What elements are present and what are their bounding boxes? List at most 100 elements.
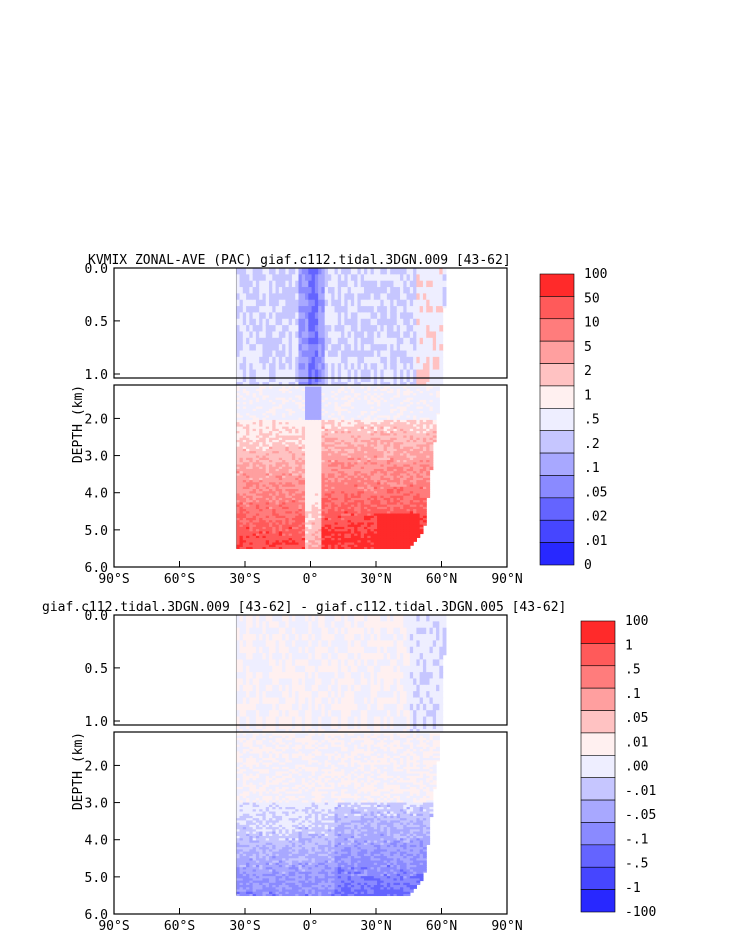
- field-cell: [318, 356, 323, 364]
- field-cell: [285, 504, 290, 508]
- field-cell: [305, 493, 309, 497]
- field-cell: [347, 480, 352, 483]
- field-cell: [367, 369, 372, 383]
- field-cell: [377, 399, 381, 403]
- field-cell: [341, 435, 345, 439]
- field-cell: [363, 268, 368, 275]
- field-cell: [370, 520, 375, 524]
- field-cell: [373, 453, 378, 457]
- field-cell: [377, 511, 381, 515]
- field-cell: [252, 422, 257, 425]
- field-cell: [272, 529, 277, 532]
- field-cell: [331, 544, 336, 548]
- field-cell: [311, 482, 316, 486]
- field-cell: [354, 428, 359, 432]
- field-cell: [295, 299, 300, 307]
- field-cell: [331, 287, 336, 294]
- field-cell: [282, 546, 286, 550]
- field-cell: [285, 529, 290, 532]
- field-cell: [242, 475, 247, 479]
- field-cell: [324, 415, 329, 419]
- field-cell: [262, 511, 267, 515]
- field-cell: [367, 268, 372, 275]
- field-cell: [331, 446, 336, 450]
- field-cell: [269, 402, 273, 405]
- field-cell: [327, 312, 332, 320]
- field-cell: [259, 417, 264, 421]
- field-cell: [269, 448, 273, 452]
- field-cell: [288, 274, 293, 282]
- field-cell: [350, 419, 355, 423]
- field-cell: [295, 484, 300, 488]
- field-cell: [311, 500, 316, 503]
- field-cell: [321, 388, 326, 392]
- field-cell: [311, 363, 316, 371]
- field-cell: [314, 457, 319, 461]
- field-cell: [344, 337, 349, 345]
- field-cell: [321, 419, 326, 423]
- field-cell: [367, 439, 372, 443]
- field-cell: [321, 402, 326, 405]
- field-cell: [239, 540, 244, 544]
- field-cell: [242, 504, 247, 508]
- field-cell: [298, 533, 303, 537]
- field-cell: [262, 462, 267, 466]
- field-cell: [291, 369, 296, 383]
- field-cell: [298, 363, 303, 371]
- field-cell: [377, 493, 381, 497]
- field-cell: [252, 406, 257, 410]
- field-cell: [265, 363, 270, 371]
- field-cell: [298, 460, 303, 463]
- field-cell: [344, 413, 349, 417]
- field-cell: [324, 280, 329, 288]
- field-cell: [334, 544, 339, 548]
- field-cell: [347, 535, 352, 539]
- field-cell: [354, 462, 359, 466]
- field-cell: [239, 511, 244, 515]
- field-cell: [305, 515, 309, 519]
- field-cell: [295, 473, 300, 477]
- field-cell: [295, 444, 300, 448]
- field-cell: [262, 350, 267, 358]
- field-cell: [295, 442, 300, 446]
- field-cell: [282, 540, 286, 544]
- field-cell: [311, 457, 316, 461]
- field-cell: [318, 448, 323, 452]
- field-cell: [334, 399, 339, 403]
- field-cell: [239, 388, 244, 392]
- field-cell: [321, 344, 326, 352]
- field-cell: [295, 451, 300, 454]
- field-cell: [252, 408, 257, 412]
- field-cell: [324, 473, 329, 477]
- field-cell: [249, 411, 254, 414]
- field-cell: [360, 546, 365, 550]
- field-cell: [324, 500, 329, 503]
- field-cell: [334, 411, 339, 414]
- field-cell: [337, 471, 342, 474]
- field-cell: [272, 293, 277, 301]
- field-cell: [255, 386, 260, 390]
- field-cell: [314, 408, 319, 412]
- field-cell: [301, 544, 306, 548]
- field-cell: [347, 453, 352, 457]
- field-cell: [298, 325, 303, 333]
- field-cell: [321, 484, 326, 488]
- field-cell: [367, 544, 372, 548]
- field-cell: [255, 306, 260, 314]
- field-cell: [350, 363, 355, 371]
- field-cell: [265, 426, 270, 430]
- field-cell: [354, 513, 359, 517]
- field-cell: [246, 531, 250, 535]
- field-cell: [337, 369, 342, 383]
- field-cell: [331, 513, 336, 517]
- field-cell: [321, 442, 326, 446]
- field-cell: [272, 455, 277, 459]
- field-cell: [314, 504, 319, 508]
- field-cell: [337, 406, 342, 410]
- field-cell: [259, 513, 264, 517]
- field-cell: [255, 424, 260, 428]
- field-cell: [350, 509, 355, 512]
- field-cell: [249, 480, 254, 483]
- field-cell: [291, 520, 296, 524]
- field-cell: [308, 417, 313, 421]
